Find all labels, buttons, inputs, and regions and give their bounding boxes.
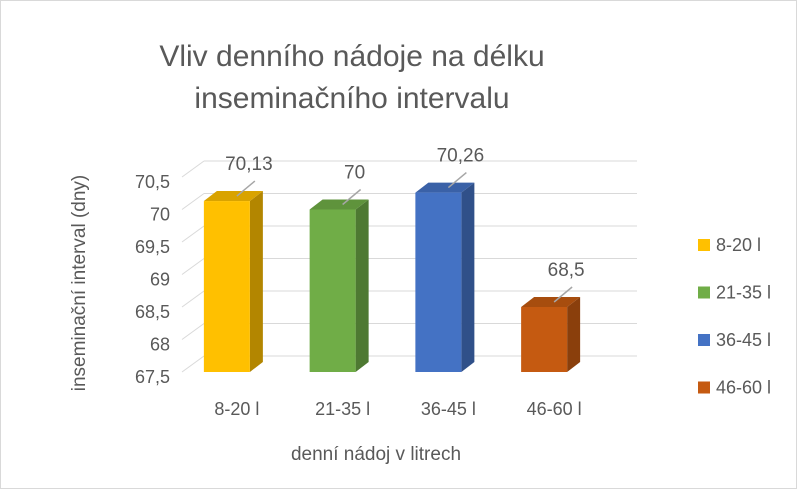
- leader-line: [553, 286, 573, 303]
- grid-line-side: [181, 225, 205, 243]
- x-axis-title: denní nádoj v litrech: [291, 444, 461, 465]
- legend-label: 36-45 l: [716, 330, 771, 350]
- bar-top: [415, 182, 475, 193]
- legend-label: 46-60 l: [716, 377, 771, 397]
- bar-top: [203, 191, 263, 202]
- data-label: 70,26: [437, 146, 485, 167]
- data-label: 68,5: [548, 260, 585, 281]
- data-label: 70: [344, 163, 365, 184]
- leader-line: [236, 180, 256, 197]
- bar-top: [309, 199, 369, 210]
- bar: [415, 192, 462, 372]
- y-tick-label: 69: [150, 269, 170, 289]
- x-tick-label: 21-35 l: [315, 399, 370, 419]
- bar-top: [521, 297, 581, 307]
- x-tick-label: 36-45 l: [421, 399, 476, 419]
- y-tick-label: 70: [150, 204, 170, 224]
- grid-line-side: [181, 290, 205, 308]
- grid-line-side: [181, 193, 205, 210]
- leader-line: [342, 188, 362, 206]
- bar-side: [355, 199, 369, 372]
- bar: [521, 307, 568, 372]
- grid-line-side: [181, 258, 205, 275]
- grid-line-side: [181, 355, 205, 373]
- x-tick-label: 46-60 l: [527, 399, 582, 419]
- bar: [203, 201, 250, 372]
- y-tick-label: 69,5: [135, 237, 170, 257]
- y-tick-label: 67,5: [135, 367, 170, 387]
- legend-label: 21-35 l: [716, 282, 771, 302]
- legend-swatch: [698, 286, 710, 299]
- leader-line: [447, 172, 467, 189]
- bar-side: [461, 182, 475, 372]
- bar-side: [249, 191, 263, 372]
- y-axis-title: inseminační interval (dny): [69, 175, 90, 391]
- legend-swatch: [698, 239, 710, 251]
- bar-side: [567, 297, 581, 372]
- y-tick-label: 68,5: [135, 302, 170, 322]
- y-tick-label: 68: [150, 334, 170, 354]
- grid-line-side: [181, 323, 205, 340]
- grid-line-side: [181, 160, 205, 178]
- y-tick-label: 70,5: [135, 172, 170, 192]
- x-tick-label: 8-20 l: [214, 399, 259, 419]
- legend-swatch: [698, 334, 710, 346]
- legend-label: 8-20 l: [716, 235, 761, 255]
- bar: [309, 209, 356, 372]
- data-label: 70,13: [225, 154, 273, 175]
- legend-swatch: [698, 381, 710, 394]
- chart-title: Vliv denního nádoje na délku inseminační…: [159, 40, 545, 115]
